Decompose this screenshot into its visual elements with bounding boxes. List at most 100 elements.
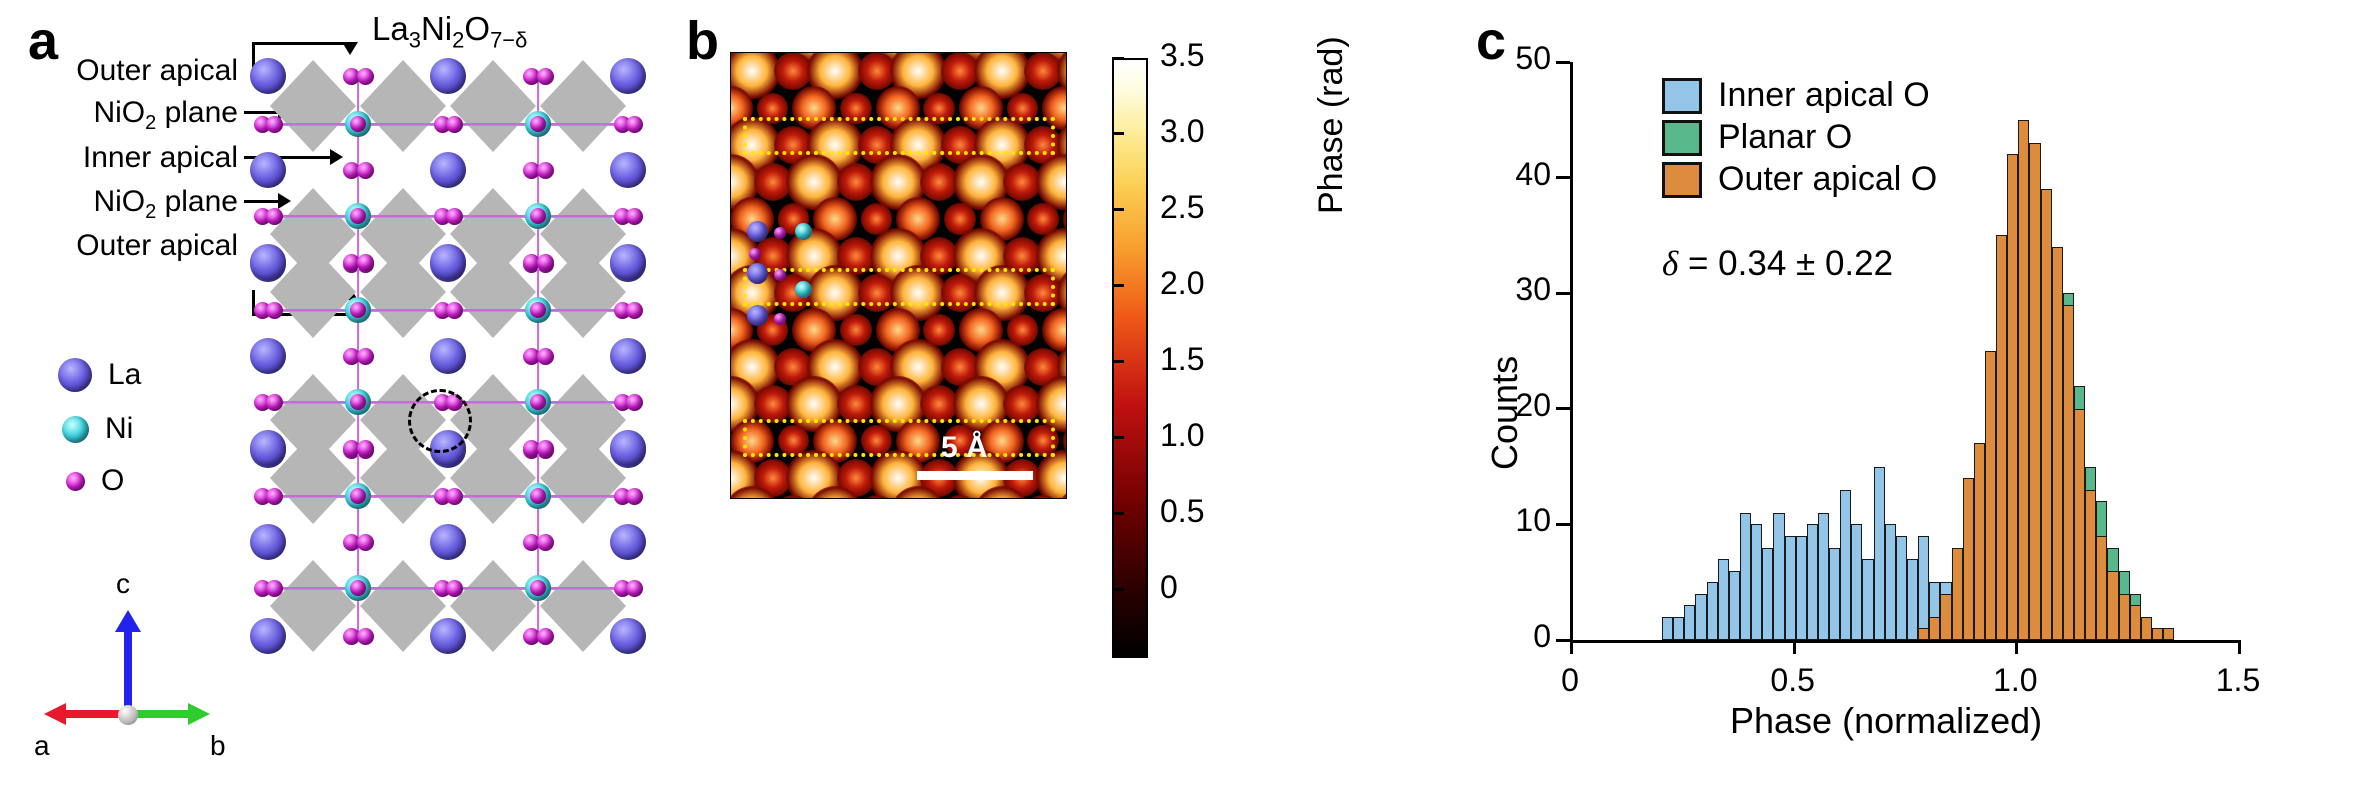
- panel-a-letter: a: [28, 11, 59, 71]
- colorbar-tick-label: 3.5: [1160, 37, 1205, 73]
- scale-bar-label: 5 Å: [941, 431, 988, 464]
- legend-swatch-outer-apical: [1662, 161, 1702, 198]
- histogram-bars: [1573, 62, 2241, 640]
- formula-o: O: [464, 10, 491, 47]
- atomic-column: [753, 384, 792, 423]
- histogram-bar: [1684, 605, 1696, 640]
- ni-atom-icon: [62, 415, 89, 443]
- axis-triad: c a b: [34, 568, 268, 770]
- row-label-text: Inner apical: [82, 141, 238, 174]
- atomic-column: [1003, 163, 1042, 202]
- o-atom: [445, 487, 463, 505]
- o-apical-inner: [536, 347, 554, 365]
- y-tick: [1556, 407, 1570, 411]
- histogram-bar: [1740, 512, 1752, 640]
- o-apical-inner: [356, 161, 374, 179]
- panel-b: b 5 Å 3.5 3.0 2.5 2.0 1.5 1.0 0.5 0: [686, 0, 1440, 796]
- o-apical-outer: [522, 439, 540, 457]
- histogram-bar: [2096, 535, 2108, 640]
- row-label-nio2-plane-top: NiO2 plane: [8, 98, 238, 134]
- la-atom-icon: [58, 358, 92, 392]
- y-tick-label: 10: [1515, 502, 1551, 539]
- histogram-bar: [2107, 570, 2119, 640]
- atomic-column: [836, 163, 875, 202]
- la-atom: [250, 244, 286, 280]
- histogram-bar: [1895, 535, 1907, 640]
- la-atom: [250, 618, 286, 654]
- histogram-bar: [2007, 154, 2019, 640]
- delta-symbol: δ: [1662, 244, 1679, 283]
- o-atom: [350, 394, 366, 410]
- legend-label: Planar O: [1718, 118, 1853, 156]
- axis-b-head: [188, 703, 210, 725]
- row-label-sub: 2: [145, 112, 157, 134]
- histogram-bar: [2085, 489, 2097, 640]
- la-atom: [610, 524, 646, 560]
- la-atom: [610, 152, 646, 188]
- stem-phase-image: 5 Å: [730, 52, 1067, 499]
- atomic-column: [920, 384, 959, 423]
- oxygen-vacancy-marker: [408, 389, 472, 453]
- histogram-bar: [1929, 616, 1941, 640]
- colorbar-tick: [1112, 208, 1124, 212]
- histogram-bar: [2140, 616, 2152, 640]
- atomic-column: [1062, 418, 1066, 463]
- histogram-bar: [2062, 304, 2074, 640]
- bracket-bottom-stem: [252, 290, 255, 316]
- o-apical-outer: [342, 253, 360, 271]
- histogram-bar: [2018, 119, 2030, 640]
- y-tick: [1556, 291, 1570, 295]
- o-apical-outer: [536, 253, 554, 271]
- histogram-bar: [1984, 351, 1997, 640]
- y-tick-label: 40: [1515, 155, 1551, 192]
- atomic-column: [1042, 307, 1066, 352]
- row-label-tail: plane: [156, 185, 238, 218]
- colorbar-tick: [1112, 360, 1124, 364]
- highlight-box-inner-apical-2: [743, 268, 1055, 306]
- colorbar-tick: [1112, 284, 1124, 288]
- formula-sub-3: 3: [408, 27, 421, 53]
- la-atom: [250, 524, 286, 560]
- atomic-column: [857, 495, 896, 498]
- histogram-plot: 0 10 20 30 40 50 0 0.5 1.0 1.5 Inner apical O Pl…: [1515, 40, 2260, 698]
- legend-item-planar: Planar O: [1662, 118, 1937, 157]
- o-atom: [445, 579, 463, 597]
- o-apical-outer: [356, 67, 374, 85]
- la-atom: [250, 338, 286, 374]
- colorbar-tick-label: 0.5: [1160, 492, 1205, 529]
- arrow-nio2-top-line: [244, 111, 280, 114]
- histogram-bar: [1940, 593, 1952, 640]
- x-tick: [1570, 640, 1573, 654]
- x-tick-group: 0 0.5 1.0 1.5: [1561, 640, 2260, 698]
- overlay-o-icon: [749, 248, 761, 260]
- legend-swatch-inner-apical: [1662, 77, 1702, 114]
- axis-a-arm: [64, 710, 126, 718]
- panel-a-title: La3Ni2O7−δ: [372, 10, 527, 54]
- o-atom: [350, 302, 366, 318]
- o-atom: [445, 115, 463, 133]
- overlay-la-icon: [747, 221, 768, 242]
- legend-swatch-planar: [1662, 119, 1702, 156]
- histogram-bar: [1717, 559, 1729, 640]
- x-tick-label: 1.0: [1993, 662, 2038, 698]
- colorbar-tick: [1112, 56, 1124, 60]
- o-atom: [445, 207, 463, 225]
- histogram-bar: [1951, 547, 1963, 640]
- arrow-inner-apical-line: [244, 156, 332, 159]
- la-atom: [430, 338, 466, 374]
- overlay-o-icon: [774, 227, 786, 239]
- row-label-text: Outer apical: [76, 229, 238, 262]
- histogram-bar: [1884, 524, 1896, 640]
- panel-a: a La3Ni2O7−δ Outer apical NiO2 plane Inn…: [0, 0, 700, 796]
- colorbar-tick: [1112, 588, 1124, 592]
- la-atom: [250, 152, 286, 188]
- histogram-bar: [2074, 408, 2086, 640]
- x-axis-line: [1570, 640, 2241, 643]
- o-apical-outer: [356, 627, 374, 645]
- la-atom: [610, 430, 646, 466]
- x-tick: [2238, 640, 2241, 654]
- histogram-bar: [1784, 535, 1796, 640]
- atomic-column: [940, 53, 979, 91]
- axis-c-arm: [124, 628, 132, 712]
